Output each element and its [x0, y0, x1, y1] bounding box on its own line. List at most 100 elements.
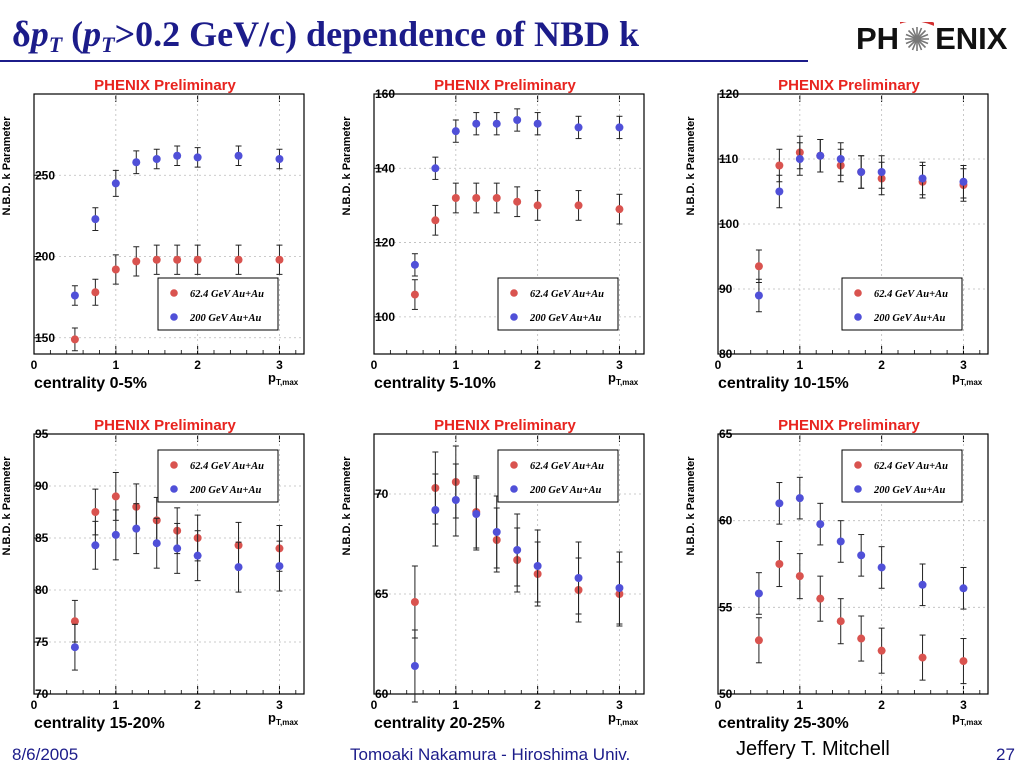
centrality-caption: centrality 20-25%: [374, 715, 505, 732]
marker-200gev: [472, 119, 481, 128]
x-tick-label: 2: [194, 358, 201, 372]
marker-62gev: [91, 288, 100, 297]
legend-label: 62.4 GeV Au+Au: [190, 461, 264, 472]
chart-panel-15-20: 0 1 2 3 70 75 80 85 90 95 N.B.D. k Parameter p T,max…: [0, 414, 340, 749]
y-axis-title: N.B.D. k Parameter: [685, 116, 697, 216]
marker-200gev: [877, 563, 886, 572]
marker-62gev: [111, 265, 120, 274]
phenix-preliminary-banner: PHENIX Preliminary: [434, 417, 576, 434]
legend-box: [841, 449, 963, 503]
chart-panel-0-5: 0 1 2 3 150 200 250 N.B.D. k Parameter p T,max PHE…: [0, 74, 340, 409]
legend-label: 200 GeV Au+Au: [189, 485, 261, 496]
marker-200gev: [431, 506, 440, 514]
phenix-preliminary-banner: PHENIX Preliminary: [778, 417, 920, 434]
legend-marker-62gev: [510, 289, 518, 297]
marker-200gev: [152, 155, 161, 163]
marker-200gev: [775, 187, 784, 196]
y-axis-title: N.B.D. k Parameter: [1, 456, 13, 556]
x-tick-label: 0: [31, 358, 38, 372]
x-tick-label: 2: [878, 358, 885, 372]
marker-200gev: [836, 537, 845, 546]
speaker-name: Jeffery T. Mitchell: [736, 738, 890, 760]
x-tick-label: 0: [715, 358, 722, 372]
marker-200gev: [152, 539, 161, 548]
marker-62gev: [410, 598, 419, 606]
marker-200gev: [857, 168, 866, 176]
marker-62gev: [451, 194, 460, 202]
marker-200gev: [410, 662, 419, 670]
y-axis-title: N.B.D. k Parameter: [1, 116, 13, 216]
legend-label: 62.4 GeV Au+Au: [874, 461, 948, 472]
phenix-preliminary-banner: PHENIX Preliminary: [94, 417, 236, 434]
legend-label: 62.4 GeV Au+Au: [530, 461, 604, 472]
centrality-caption: centrality 15-20%: [34, 715, 165, 732]
legend-marker-200gev: [510, 485, 518, 493]
y-tick-label: 200: [35, 250, 55, 264]
marker-62gev: [533, 201, 542, 210]
x-axis-title-subscript: T,max: [276, 718, 299, 727]
marker-200gev: [918, 174, 927, 183]
y-tick-label: 70: [375, 487, 389, 501]
y-tick-label: 140: [375, 161, 395, 175]
y-tick-label: 65: [719, 427, 733, 441]
marker-200gev: [193, 551, 202, 560]
slide-title: δpT (pT>0.2 GeV/c) dependence of NBD k: [12, 16, 639, 56]
legend-marker-62gev: [170, 289, 178, 297]
phenix-logo: PH ENIX: [856, 21, 1007, 56]
phenix-preliminary-banner: PHENIX Preliminary: [434, 77, 576, 94]
footer-date: 8/6/2005: [12, 745, 79, 764]
marker-62gev: [795, 572, 804, 581]
x-axis-title: p: [608, 710, 616, 725]
legend-label: 200 GeV Au+Au: [873, 485, 945, 496]
y-tick-label: 100: [719, 217, 739, 231]
y-tick-label: 120: [375, 236, 395, 250]
marker-200gev: [795, 155, 804, 163]
x-axis-title-subscript: T,max: [960, 378, 983, 387]
legend-label: 200 GeV Au+Au: [189, 313, 261, 324]
y-tick-label: 60: [719, 514, 733, 528]
y-tick-label: 150: [35, 331, 55, 345]
nbd-k-plot: 0 1 2 3 60 65 70 N.B.D. k Parameter p T,max PHENIX…: [341, 417, 645, 732]
phenix-star-icon: [900, 22, 935, 51]
marker-200gev: [615, 584, 624, 592]
centrality-caption: centrality 10-15%: [718, 375, 849, 392]
marker-200gev: [775, 499, 784, 508]
title-rest: >0.2 GeV/c) dependence of NBD k: [114, 14, 640, 54]
centrality-caption: centrality 0-5%: [34, 375, 147, 392]
marker-62gev: [193, 255, 202, 264]
marker-200gev: [513, 546, 522, 554]
x-tick-label: 0: [715, 698, 722, 712]
x-tick-label: 1: [112, 358, 119, 372]
marker-200gev: [836, 155, 845, 163]
marker-200gev: [70, 291, 79, 300]
marker-200gev: [918, 580, 927, 589]
marker-200gev: [754, 291, 763, 300]
marker-62gev: [754, 262, 763, 271]
x-axis-title: p: [268, 370, 276, 385]
x-axis-title: p: [608, 370, 616, 385]
y-tick-label: 80: [719, 347, 733, 361]
legend-label: 200 GeV Au+Au: [873, 313, 945, 324]
x-axis-title: p: [268, 710, 276, 725]
marker-200gev: [70, 643, 79, 652]
legend-box: [497, 449, 619, 503]
y-tick-label: 95: [35, 427, 49, 441]
marker-62gev: [775, 560, 784, 568]
marker-200gev: [615, 123, 624, 132]
x-axis-title-subscript: T,max: [276, 378, 299, 387]
chart-panel-25-30: 0 1 2 3 50 55 60 65 N.B.D. k Parameter p T,max PHEN…: [684, 414, 1024, 749]
x-tick-label: 1: [112, 698, 119, 712]
marker-200gev: [816, 520, 825, 529]
marker-62gev: [877, 646, 886, 655]
phenix-preliminary-banner: PHENIX Preliminary: [778, 77, 920, 94]
marker-200gev: [816, 151, 825, 160]
marker-200gev: [173, 151, 182, 160]
x-tick-label: 1: [796, 698, 803, 712]
x-axis-title-subscript: T,max: [616, 378, 639, 387]
marker-62gev: [132, 257, 141, 266]
marker-200gev: [431, 164, 440, 173]
marker-200gev: [91, 215, 100, 224]
x-tick-label: 0: [371, 358, 378, 372]
legend-marker-62gev: [854, 461, 862, 469]
x-tick-label: 0: [371, 698, 378, 712]
